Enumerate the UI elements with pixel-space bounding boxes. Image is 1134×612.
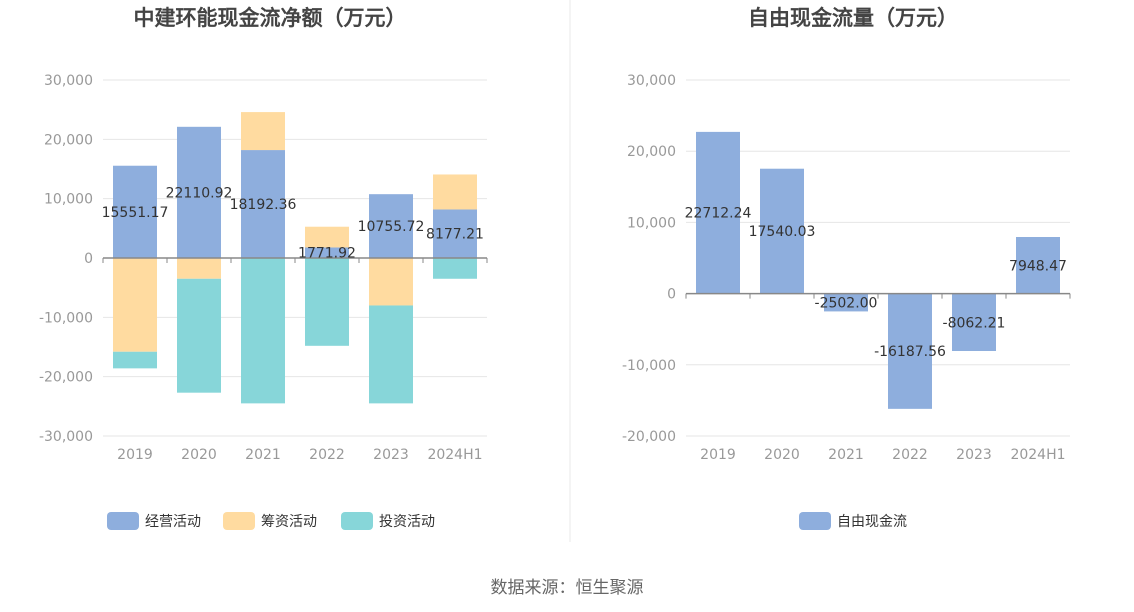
x-tick-label: 2024H1 (427, 447, 482, 463)
bar-2019 (696, 131, 740, 294)
bar-2021 (824, 293, 868, 312)
y-tick-label: -10,000 (622, 358, 676, 374)
bar-series2-2022 (305, 258, 349, 346)
bar-2022 (888, 293, 932, 409)
x-tick-label: 2020 (181, 447, 217, 463)
legend-label: 筹资活动 (261, 513, 317, 530)
bar-series0-2023 (369, 194, 413, 258)
y-tick-label: -20,000 (622, 429, 676, 445)
free-cash-flow-chart: 自由现金流量（万元） 30,000 20,000 10,000 0 -10,000 -20,… (622, 6, 1071, 530)
y-tick-label: 10,000 (627, 215, 676, 231)
x-tick-label: 2021 (245, 447, 281, 463)
data-source-note: 数据来源：恒生聚源 (490, 578, 644, 598)
y-tick-label: -20,000 (39, 370, 93, 386)
legend-label: 投资活动 (379, 514, 435, 530)
bar-2023 (952, 293, 996, 352)
data-label: -16187.56 (874, 344, 946, 360)
legend-swatch (223, 512, 255, 530)
bar-series1-2023 (369, 258, 413, 306)
cash-flow-chart: 中建环能现金流净额（万元） 30,000 20,000 10,000 0 -10,000 -… (39, 6, 488, 530)
chart-title: 自由现金流量（万元） (748, 6, 958, 30)
x-tick-label: 2019 (700, 447, 736, 463)
bar-series1-2020 (177, 258, 221, 279)
data-label: 8177.21 (426, 227, 484, 243)
bar-series1-2021 (241, 112, 285, 151)
data-label: 17540.03 (749, 224, 816, 240)
x-tick-label: 2023 (956, 447, 992, 463)
data-label: -8062.21 (943, 315, 1006, 331)
x-tick-label: 2023 (373, 447, 409, 463)
x-tick-label: 2021 (828, 447, 864, 463)
bar-series0-2021 (241, 150, 285, 258)
bar-series0-2022 (305, 247, 349, 258)
bar-2024H1 (1016, 237, 1060, 294)
data-label: 15551.17 (102, 205, 169, 221)
bar-series2-2023 (369, 305, 413, 404)
data-label: 1771.92 (298, 246, 356, 262)
x-tick-label: 2024H1 (1010, 447, 1065, 463)
x-tick-label: 2019 (117, 447, 153, 463)
y-tick-label: 30,000 (44, 73, 93, 89)
y-tick-label: 0 (84, 251, 93, 267)
bar-series0-2019 (113, 165, 157, 258)
y-tick-label: 30,000 (627, 73, 676, 89)
legend-swatch (799, 512, 831, 530)
bar-series1-2019 (113, 258, 157, 352)
bar-series2-2021 (241, 258, 285, 404)
legend-swatch (107, 512, 139, 530)
data-label: 22712.24 (685, 206, 752, 222)
bar-series2-2020 (177, 278, 221, 393)
bar-series0-2024H1 (433, 209, 477, 258)
y-tick-label: 20,000 (44, 132, 93, 148)
chart-title: 中建环能现金流净额（万元） (134, 6, 407, 30)
x-tick-label: 2022 (892, 447, 928, 463)
bar-series0-2020 (177, 126, 221, 259)
legend-swatch (341, 512, 373, 530)
y-tick-label: 20,000 (627, 144, 676, 160)
y-tick-label: 0 (667, 287, 676, 303)
data-label: 10755.72 (358, 219, 425, 235)
y-tick-label: 10,000 (44, 192, 93, 208)
data-label: 22110.92 (166, 185, 233, 201)
data-label: 18192.36 (230, 197, 297, 213)
legend-label: 经营活动 (145, 514, 201, 530)
bar-2020 (760, 168, 804, 294)
bar-series1-2022 (305, 226, 349, 248)
data-label: -2502.00 (815, 296, 878, 312)
legend-label: 自由现金流 (837, 514, 907, 530)
data-label: 7948.47 (1009, 258, 1067, 274)
y-tick-label: -10,000 (39, 310, 93, 326)
x-tick-label: 2022 (309, 447, 345, 463)
bar-series2-2019 (113, 351, 157, 369)
bar-series2-2024H1 (433, 258, 477, 279)
y-tick-label: -30,000 (39, 429, 93, 445)
x-tick-label: 2020 (764, 447, 800, 463)
bar-series1-2024H1 (433, 174, 477, 210)
